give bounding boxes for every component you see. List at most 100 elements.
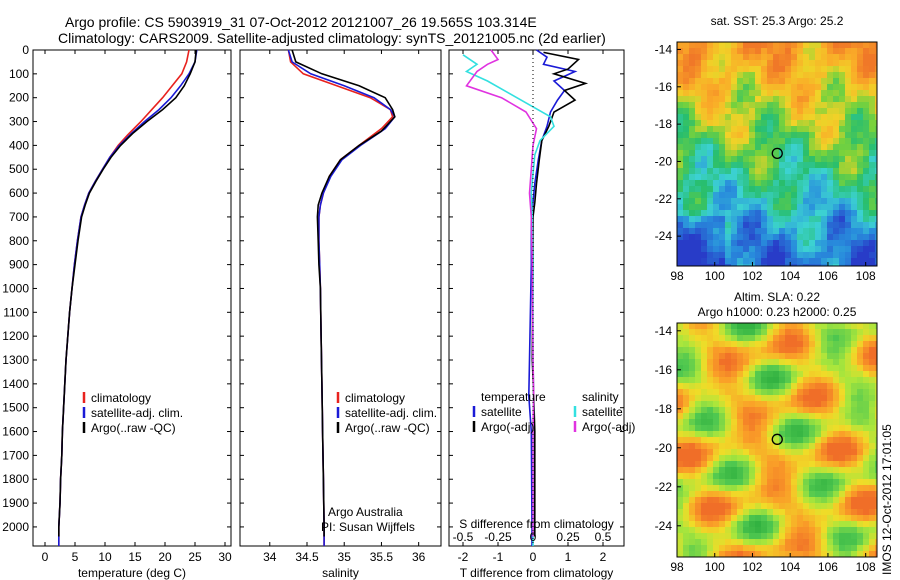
heatmap-cell — [719, 527, 726, 534]
heatmap-cell — [767, 198, 774, 205]
heatmap-cell — [827, 401, 834, 408]
heatmap-cell — [755, 54, 762, 61]
heatmap-cell — [845, 503, 852, 510]
heatmap-cell — [707, 467, 714, 474]
heatmap-cell — [695, 90, 702, 97]
heatmap-cell — [719, 234, 726, 241]
heatmap-cell — [695, 48, 702, 55]
heatmap-cell — [779, 521, 786, 528]
heatmap-cell — [833, 84, 840, 91]
heatmap-cell — [791, 467, 798, 474]
heatmap-cell — [821, 449, 828, 456]
heatmap-cell — [719, 389, 726, 396]
heatmap-cell — [839, 138, 846, 145]
heatmap-cell — [743, 479, 750, 486]
heatmap-cell — [851, 126, 858, 133]
heatmap-cell — [683, 66, 690, 73]
heatmap-cell — [683, 329, 690, 336]
heatmap-cell — [677, 132, 684, 139]
heatmap-cell — [845, 413, 852, 420]
heatmap-cell — [713, 509, 720, 516]
heatmap-cell — [683, 120, 690, 127]
heatmap-cell — [767, 413, 774, 420]
heatmap-cell — [797, 491, 804, 498]
heatmap-cell — [725, 246, 732, 253]
heatmap-cell — [845, 401, 852, 408]
heatmap-cell — [791, 228, 798, 235]
heatmap-cell — [833, 54, 840, 61]
heatmap-cell — [857, 132, 864, 139]
heatmap-cell — [827, 437, 834, 444]
heatmap-cell — [839, 371, 846, 378]
heatmap-cell — [749, 515, 756, 522]
heatmap-cell — [821, 443, 828, 450]
heatmap-cell — [833, 383, 840, 390]
heatmap-cell — [863, 509, 870, 516]
heatmap-cell — [875, 138, 878, 145]
heatmap-cell — [797, 449, 804, 456]
heatmap-cell — [725, 222, 732, 229]
heatmap-cell — [869, 258, 876, 265]
heatmap-cell — [875, 264, 878, 267]
heatmap-cell — [677, 479, 684, 486]
heatmap-cell — [863, 66, 870, 73]
heatmap-cell — [731, 485, 738, 492]
heatmap-cell — [845, 264, 852, 267]
heatmap-cell — [869, 419, 876, 426]
heatmap-cell — [749, 389, 756, 396]
heatmap-cell — [821, 42, 828, 49]
heatmap-cell — [707, 72, 714, 79]
heatmap-cell — [725, 60, 732, 67]
heatmap-cell — [785, 383, 792, 390]
heatmap-cell — [797, 192, 804, 199]
heatmap-cell — [863, 186, 870, 193]
heatmap-cell — [779, 132, 786, 139]
heatmap-cell — [857, 503, 864, 510]
heatmap-cell — [767, 359, 774, 366]
heatmap-cell — [797, 84, 804, 91]
heatmap-cell — [797, 443, 804, 450]
heatmap-cell — [749, 467, 756, 474]
heatmap-cell — [749, 485, 756, 492]
heatmap-cell — [731, 144, 738, 151]
heatmap-cell — [785, 234, 792, 241]
heatmap-cell — [677, 509, 684, 516]
heatmap-cell — [767, 192, 774, 199]
heatmap-cell — [833, 210, 840, 217]
heatmap-cell — [749, 521, 756, 528]
heatmap-cell — [851, 359, 858, 366]
heatmap-cell — [695, 186, 702, 193]
heatmap-cell — [791, 138, 798, 145]
heatmap-cell — [869, 539, 876, 546]
heatmap-cell — [821, 323, 828, 330]
heatmap-cell — [857, 449, 864, 456]
heatmap-cell — [713, 437, 720, 444]
heatmap-cell — [695, 335, 702, 342]
heatmap-cell — [695, 168, 702, 175]
heatmap-cell — [869, 48, 876, 55]
heatmap-cell — [797, 216, 804, 223]
heatmap-cell — [761, 168, 768, 175]
heatmap-cell — [761, 72, 768, 79]
heatmap-cell — [695, 407, 702, 414]
heatmap-cell — [761, 503, 768, 510]
heatmap-cell — [875, 443, 878, 450]
heatmap-cell — [875, 371, 878, 378]
heatmap-cell — [875, 365, 878, 372]
heatmap-cell — [833, 389, 840, 396]
heatmap-cell — [809, 425, 816, 432]
heatmap-cell — [689, 455, 696, 462]
heatmap-cell — [725, 120, 732, 127]
heatmap-cell — [779, 72, 786, 79]
heatmap-cell — [863, 503, 870, 510]
heatmap-cell — [857, 126, 864, 133]
heatmap-cell — [737, 168, 744, 175]
heatmap-cell — [743, 413, 750, 420]
heatmap-cell — [719, 365, 726, 372]
heatmap-cell — [689, 353, 696, 360]
heatmap-cell — [785, 443, 792, 450]
heatmap-cell — [833, 204, 840, 211]
heatmap-cell — [791, 443, 798, 450]
heatmap-cell — [719, 521, 726, 528]
heatmap-cell — [683, 42, 690, 49]
